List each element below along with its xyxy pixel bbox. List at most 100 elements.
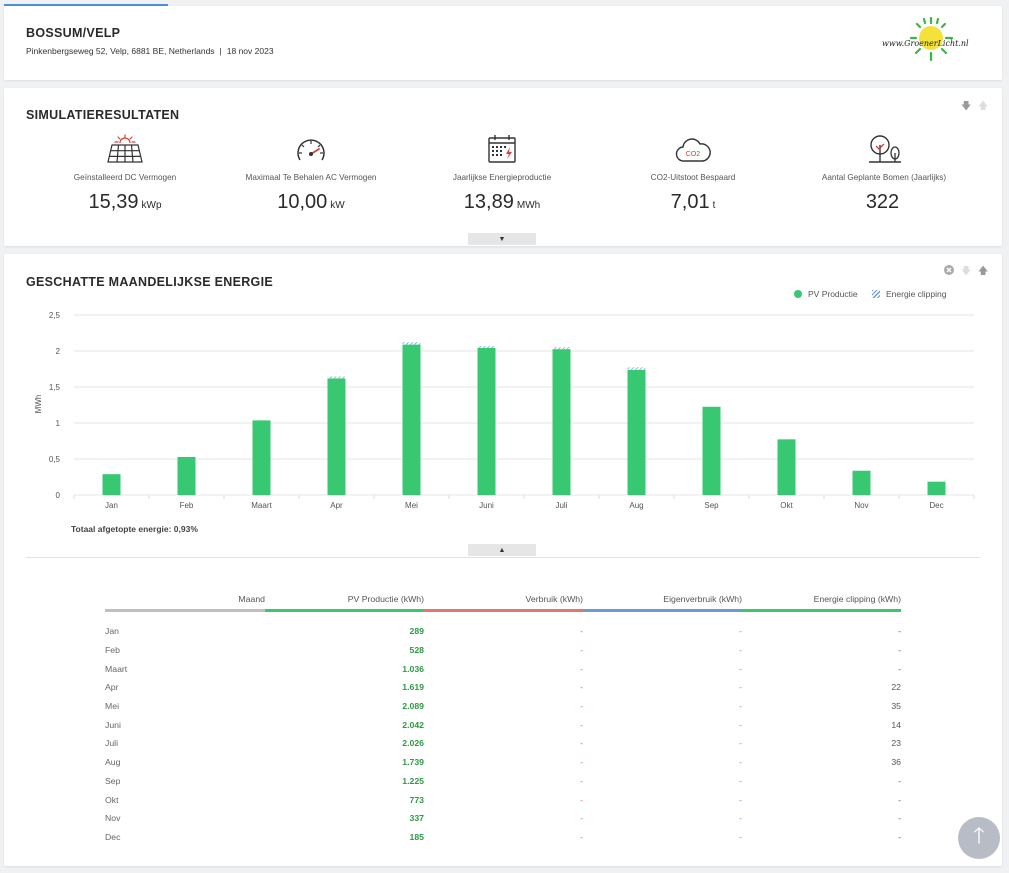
- kpi-label: Maximaal Te Behalen AC Vermogen: [245, 173, 377, 182]
- table-cell: 2.042: [402, 719, 424, 730]
- table-cell: 14: [891, 719, 901, 730]
- table-cell: -: [739, 775, 742, 786]
- col-header-maand[interactable]: Maand: [238, 594, 265, 604]
- table-cell: Aug: [105, 757, 121, 768]
- table-cell: -: [739, 701, 742, 712]
- col-header-pv[interactable]: PV Productie (kWh): [347, 594, 424, 604]
- move-down-icon[interactable]: 🡇: [961, 101, 972, 112]
- bar-pv-maart[interactable]: [252, 420, 271, 495]
- y-tick-label: 1: [56, 419, 61, 428]
- bar-pv-apr[interactable]: [327, 378, 346, 495]
- expand-toggle-button[interactable]: ▼: [468, 233, 536, 245]
- table-cell: Nov: [105, 813, 121, 824]
- table-spacer: [105, 612, 901, 622]
- table-row: Aug 1.739 - - 36: [105, 753, 901, 772]
- table-cell: -: [739, 831, 742, 842]
- bar-pv-nov[interactable]: [852, 470, 871, 495]
- kpi-value-wrap: 13,89 MWh: [412, 191, 592, 214]
- table-cell: -: [580, 831, 583, 842]
- table-cell: Feb: [105, 645, 120, 656]
- table-cell: 1.036: [402, 663, 424, 674]
- monthly-energy-card: GESCHATTE MAANDELIJKSE ENERGIE 🡇 🡅 PV Pr…: [4, 254, 1002, 866]
- kpi-value: 15,39: [88, 191, 139, 213]
- y-tick-label: 0: [56, 491, 61, 500]
- table-cell: -: [580, 813, 583, 824]
- bar-clipping-apr[interactable]: [327, 376, 346, 379]
- calendar-energy-icon: [412, 132, 592, 164]
- legend-label-clipping: Energie clipping: [886, 289, 947, 299]
- kpi-value: 13,89: [463, 191, 514, 213]
- x-tick-label: Apr: [330, 501, 343, 510]
- table-cell: -: [898, 831, 901, 842]
- bar-clipping-juli[interactable]: [552, 347, 571, 350]
- project-address: Pinkenbergseweg 52, Velp, 6881 BE, Nethe…: [26, 46, 215, 56]
- header-bar: [742, 608, 901, 612]
- bar-clipping-aug[interactable]: [627, 367, 646, 370]
- table-cell: 35: [891, 701, 901, 712]
- table-cell: -: [580, 682, 583, 693]
- close-icon[interactable]: [944, 265, 954, 278]
- legend-dot-pv: [794, 290, 802, 298]
- table-cell: -: [898, 645, 901, 656]
- header-bar: [105, 608, 265, 612]
- table-header-row: Maand PV Productie (kWh) Verbruik (kWh) …: [105, 594, 901, 608]
- x-tick-label: Sep: [704, 501, 719, 510]
- company-logo: www.GroenerLicht.nl: [876, 16, 976, 66]
- table-row: Maart 1.036 - - -: [105, 659, 901, 678]
- table-cell: Juni: [105, 719, 121, 730]
- bar-pv-mei[interactable]: [402, 344, 421, 495]
- table-cell: 1.225: [402, 775, 424, 786]
- table-cell: -: [580, 626, 583, 637]
- table-cell: 2.026: [402, 738, 424, 749]
- bar-pv-feb[interactable]: [177, 456, 196, 495]
- kpi-value-wrap: 7,01 t: [603, 191, 783, 214]
- energy-title: GESCHATTE MAANDELIJKSE ENERGIE: [26, 275, 273, 289]
- move-down-icon[interactable]: 🡇: [961, 266, 972, 277]
- table-row: Juni 2.042 - - 14: [105, 715, 901, 734]
- bar-pv-okt[interactable]: [777, 439, 796, 495]
- bar-pv-jan[interactable]: [102, 474, 121, 495]
- kpi-label: Jaarlijkse Energieproductie: [452, 173, 552, 182]
- bar-clipping-mei[interactable]: [402, 342, 421, 345]
- co2-cloud-icon: CO2: [603, 132, 783, 164]
- scroll-to-top-button[interactable]: 🡑: [958, 817, 1000, 859]
- bar-pv-dec[interactable]: [927, 481, 946, 495]
- bar-pv-sep[interactable]: [702, 406, 721, 495]
- bar-pv-aug[interactable]: [627, 369, 646, 495]
- kpi-unit: kWp: [141, 200, 162, 211]
- legend-clipping[interactable]: Energie clipping: [872, 289, 946, 299]
- table-cell: -: [580, 645, 583, 656]
- table-cell: Juli: [105, 738, 119, 749]
- move-up-icon[interactable]: 🡅: [978, 266, 989, 277]
- header-color-bars: [105, 608, 901, 612]
- gauge-icon: [221, 132, 401, 164]
- col-header-eigenverbruik[interactable]: Eigenverbruik (kWh): [663, 594, 742, 604]
- monthly-energy-chart: Jan Feb Maart Apr Mei Juni Juli Aug Sep Okt Nov Dec…: [34, 311, 975, 510]
- table-cell: -: [898, 794, 901, 805]
- table-cell: 528: [409, 645, 425, 656]
- col-header-verbruik[interactable]: Verbruik (kWh): [525, 594, 583, 604]
- col-header-clipping[interactable]: Energie clipping (kWh): [813, 594, 901, 604]
- legend-hatch-clipping: [872, 290, 880, 298]
- bar-clipping-juni[interactable]: [477, 345, 496, 348]
- legend-pv[interactable]: PV Productie: [794, 289, 858, 299]
- table-cell: -: [739, 626, 742, 637]
- x-tick-label: Juni: [479, 501, 494, 510]
- table-row: Apr 1.619 - - 22: [105, 678, 901, 697]
- x-tick-label: Dec: [929, 501, 943, 510]
- project-date: 18 nov 2023: [226, 46, 274, 56]
- collapse-toggle-button[interactable]: ▲: [468, 544, 536, 556]
- kpi-label: Geïnstalleerd DC Vermogen: [73, 173, 177, 182]
- kpi-value: 7,01: [670, 191, 710, 213]
- bar-pv-juni[interactable]: [477, 347, 496, 495]
- bar-pv-juli[interactable]: [552, 349, 571, 495]
- kpi-trees-planted: Aantal Geplante Bomen (Jaarlijks) 322: [794, 132, 974, 214]
- move-up-icon[interactable]: 🡅: [978, 101, 989, 112]
- table-cell: 22: [891, 682, 901, 693]
- kpi-value: 10,00: [277, 191, 328, 213]
- table-cell: Jan: [105, 626, 120, 637]
- svg-text:CO2: CO2: [686, 151, 701, 158]
- x-tick-label: Feb: [180, 501, 194, 510]
- table-cell: -: [898, 813, 901, 824]
- kpi-unit: t: [712, 200, 716, 211]
